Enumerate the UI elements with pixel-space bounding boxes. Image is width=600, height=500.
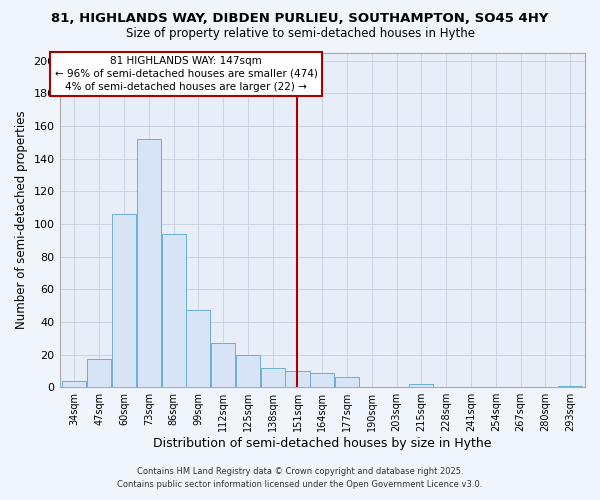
Text: 81, HIGHLANDS WAY, DIBDEN PURLIEU, SOUTHAMPTON, SO45 4HY: 81, HIGHLANDS WAY, DIBDEN PURLIEU, SOUTH… — [52, 12, 548, 26]
Bar — [310, 372, 334, 387]
Bar — [87, 360, 111, 387]
Text: 81 HIGHLANDS WAY: 147sqm
← 96% of semi-detached houses are smaller (474)
4% of s: 81 HIGHLANDS WAY: 147sqm ← 96% of semi-d… — [55, 56, 317, 92]
Bar — [187, 310, 211, 387]
Bar — [62, 380, 86, 387]
X-axis label: Distribution of semi-detached houses by size in Hythe: Distribution of semi-detached houses by … — [153, 437, 491, 450]
Bar — [335, 378, 359, 387]
Bar — [112, 214, 136, 387]
Bar — [211, 343, 235, 387]
Text: Size of property relative to semi-detached houses in Hythe: Size of property relative to semi-detach… — [125, 28, 475, 40]
Bar — [558, 386, 582, 387]
Bar — [286, 371, 310, 387]
Bar — [236, 354, 260, 387]
Y-axis label: Number of semi-detached properties: Number of semi-detached properties — [15, 110, 28, 329]
Bar — [161, 234, 185, 387]
Bar — [409, 384, 433, 387]
Text: Contains HM Land Registry data © Crown copyright and database right 2025.
Contai: Contains HM Land Registry data © Crown c… — [118, 468, 482, 489]
Bar — [260, 368, 285, 387]
Bar — [137, 139, 161, 387]
